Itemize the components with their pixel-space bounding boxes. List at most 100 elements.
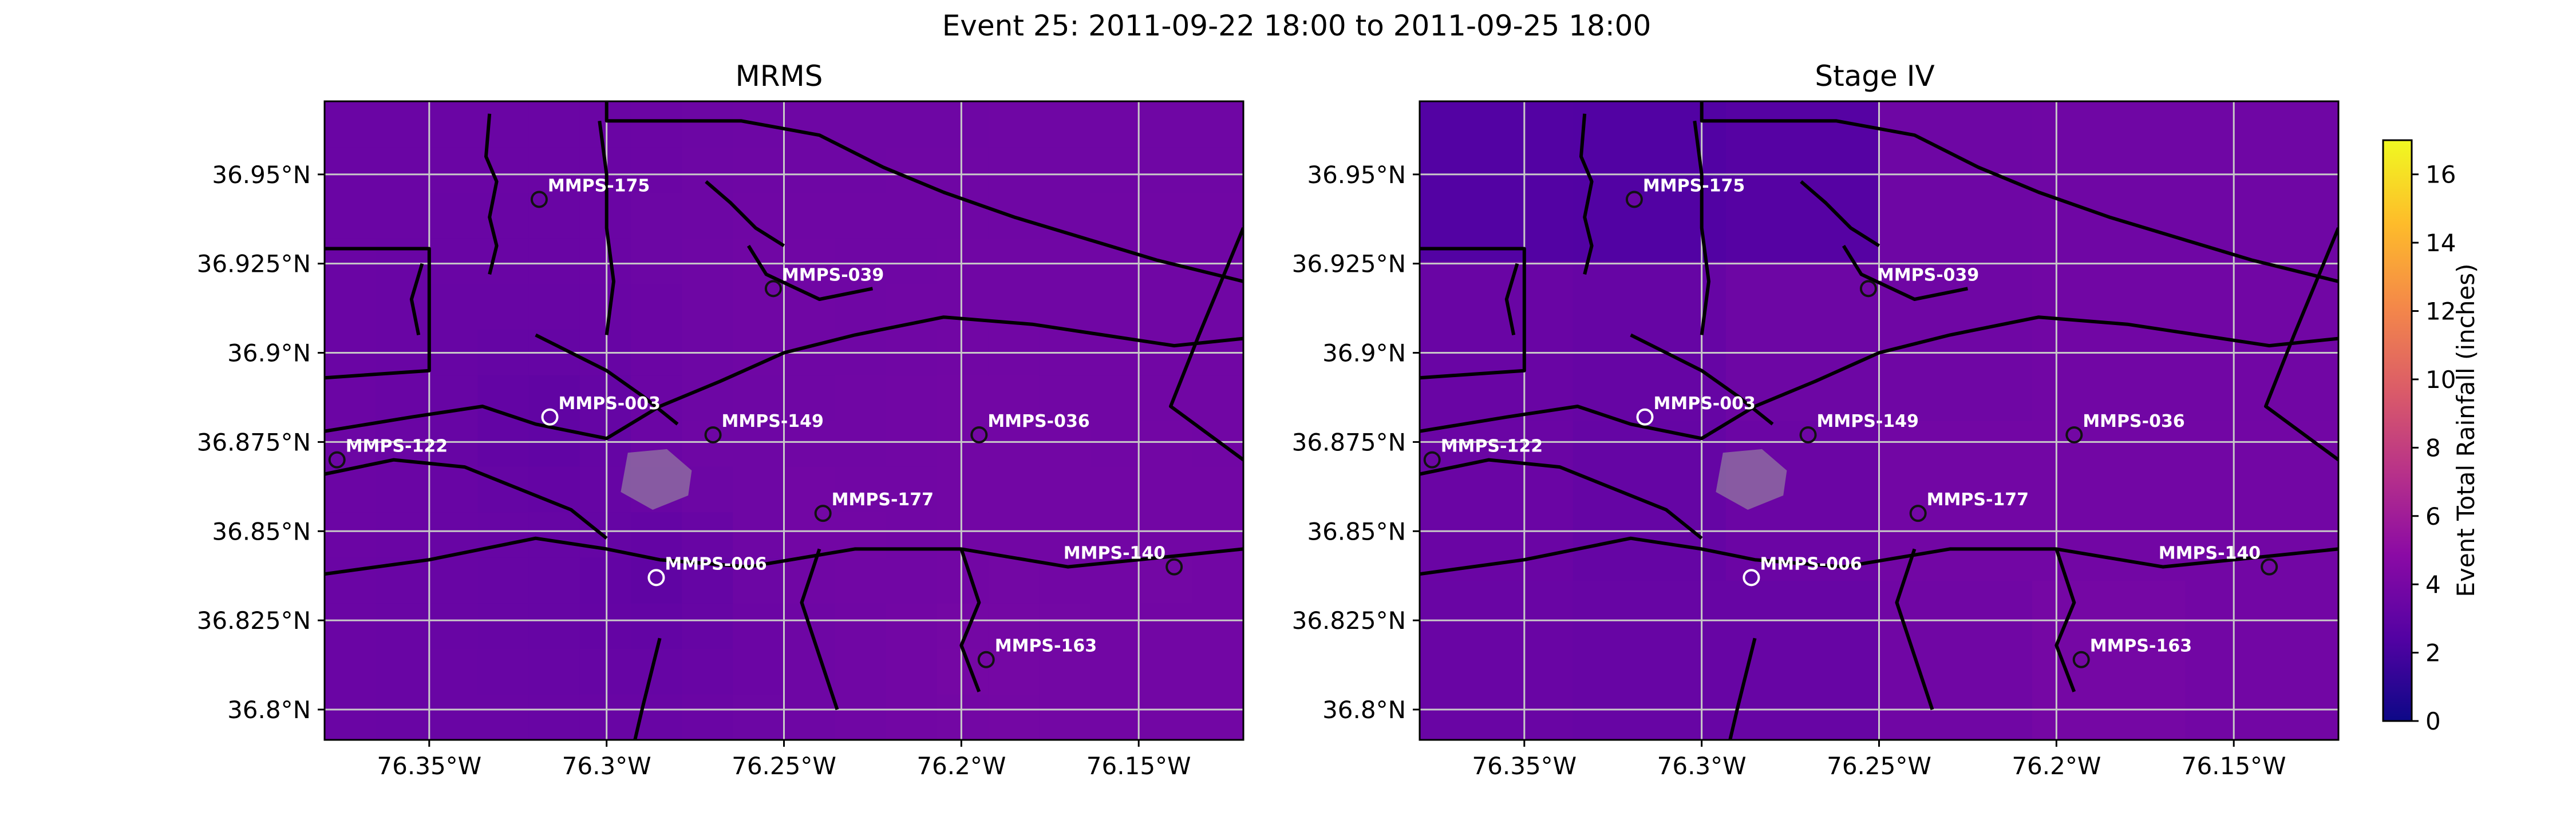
rainfall-cell: [1141, 192, 1193, 239]
axes-ticks: 76.35°W 76.3°W 76.25°W 76.2°W 76.15°W 36.95°N…: [197, 161, 1191, 780]
rainfall-cell: [682, 694, 734, 740]
rainfall-cell: [835, 603, 887, 649]
river-main: [1420, 536, 2338, 576]
rainfall-cell: [1141, 146, 1193, 193]
stream-northwest: [1504, 263, 1519, 335]
pier-west: [1579, 113, 1594, 275]
rainfall-cell: [1141, 283, 1193, 330]
gauge-label: MMPS-036: [987, 411, 1089, 431]
gauge-marker[interactable]: [970, 426, 988, 443]
bay-shoreline: [1420, 247, 1526, 380]
rainfall-cell: [835, 192, 887, 239]
rainfall-cell: [376, 192, 428, 239]
colorbar-tick-label: 8: [2425, 434, 2441, 462]
rainfall-cell: [835, 421, 887, 467]
colorbar-tick-label: 16: [2425, 161, 2456, 189]
gauge-marker[interactable]: [764, 280, 782, 298]
rainfall-cell: [2032, 101, 2186, 262]
gauge-label: MMPS-177: [1927, 490, 2029, 510]
rainfall-cell: [477, 694, 530, 740]
rainfall-cell: [528, 694, 580, 740]
gauge-marker[interactable]: [328, 451, 346, 469]
gauge-label: MMPS-140: [1064, 544, 1165, 564]
rainfall-cell: [1090, 283, 1142, 330]
gridlines: [1420, 101, 2338, 740]
rainfall-cell: [733, 146, 785, 193]
creek-center: [1728, 637, 1757, 740]
river-north-branch: [1420, 315, 2338, 441]
gauge-marker[interactable]: [1909, 505, 1927, 522]
stream-northwest: [409, 263, 424, 335]
creek-southeast: [959, 548, 981, 692]
gauge-label: MMPS-175: [548, 176, 650, 196]
rainfall-cell: [937, 694, 989, 740]
gauge-label: MMPS-039: [1877, 265, 1979, 285]
rainfall-cell: [1420, 580, 1574, 740]
rainfall-cell: [988, 694, 1040, 740]
rainfall-cell: [835, 101, 887, 148]
bay-shoreline: [325, 247, 431, 380]
gauge-marker[interactable]: [704, 426, 722, 443]
rainfall-cell: [426, 466, 479, 513]
rainfall-cell: [1090, 603, 1142, 649]
gauge-marker[interactable]: [2065, 426, 2083, 443]
rainfall-cell: [426, 557, 479, 604]
rainfall-cell: [376, 603, 428, 649]
y-tick-label: 36.925°N: [1292, 250, 1406, 278]
gauge-marker[interactable]: [2072, 651, 2090, 668]
rainfall-cell: [886, 421, 938, 467]
gauge-marker[interactable]: [530, 191, 548, 208]
rainfall-cell: [1141, 694, 1193, 740]
gauge-marker[interactable]: [541, 408, 559, 426]
creek-west: [1420, 458, 1703, 540]
rainfall-cell: [784, 192, 836, 239]
rainfall-cell: [376, 283, 428, 330]
gauge-marker[interactable]: [814, 505, 832, 522]
rainfall-cell: [1879, 421, 2033, 581]
rainfall-cell: [988, 238, 1040, 284]
rainfall-cell: [1192, 557, 1243, 604]
colorbar-tick-label: 0: [2425, 707, 2441, 735]
gauge-marker[interactable]: [1165, 558, 1183, 576]
rainfall-cell: [528, 146, 580, 193]
rainfall-cell: [1141, 421, 1193, 467]
gauge-marker[interactable]: [1743, 569, 1760, 587]
rainfall-cell: [784, 375, 836, 421]
rainfall-cell: [937, 375, 989, 421]
rainfall-cell: [426, 648, 479, 695]
gauge-marker[interactable]: [647, 569, 665, 587]
rainfall-cell: [835, 146, 887, 193]
rainfall-cell: [376, 512, 428, 558]
gauge-marker[interactable]: [1423, 451, 1441, 469]
rainfall-cell: [733, 694, 785, 740]
rainfall-cell: [937, 283, 989, 330]
rainfall-cell: [1039, 603, 1091, 649]
gauge-marker[interactable]: [1799, 426, 1817, 443]
x-tick-label: 76.15°W: [2182, 752, 2286, 780]
gauge-marker[interactable]: [1636, 408, 1654, 426]
rainfall-cell: [325, 192, 376, 239]
creek-inner: [535, 333, 679, 426]
rainfall-cell: [1726, 261, 1880, 421]
rainfall-cell: [477, 512, 530, 558]
gauge-marker[interactable]: [1625, 191, 1643, 208]
rainfall-cell: [631, 146, 682, 193]
colorbar-label: Event Total Rainfall (inches): [2452, 263, 2480, 597]
x-tick-label: 76.2°W: [2012, 752, 2101, 780]
rainfall-cell: [886, 603, 938, 649]
rainfall-cell: [477, 238, 530, 284]
figure-title: Event 25: 2011-09-22 18:00 to 2011-09-25…: [942, 9, 1652, 42]
gauge-marker[interactable]: [2261, 558, 2278, 576]
rainfall-cell: [376, 375, 428, 421]
rainfall-cell: [784, 238, 836, 284]
gauge-marker[interactable]: [977, 651, 995, 668]
rainfall-cell: [784, 648, 836, 695]
rainfall-cell: [682, 101, 734, 148]
rainfall-cell: [1141, 375, 1193, 421]
gauge-marker[interactable]: [1859, 280, 1877, 298]
rainfall-cell: [835, 557, 887, 604]
urban-area-shape: [621, 449, 692, 510]
rainfall-cell: [325, 283, 376, 330]
rainfall-cell: [1090, 101, 1142, 148]
colorbar-tick-label: 2: [2425, 639, 2441, 667]
